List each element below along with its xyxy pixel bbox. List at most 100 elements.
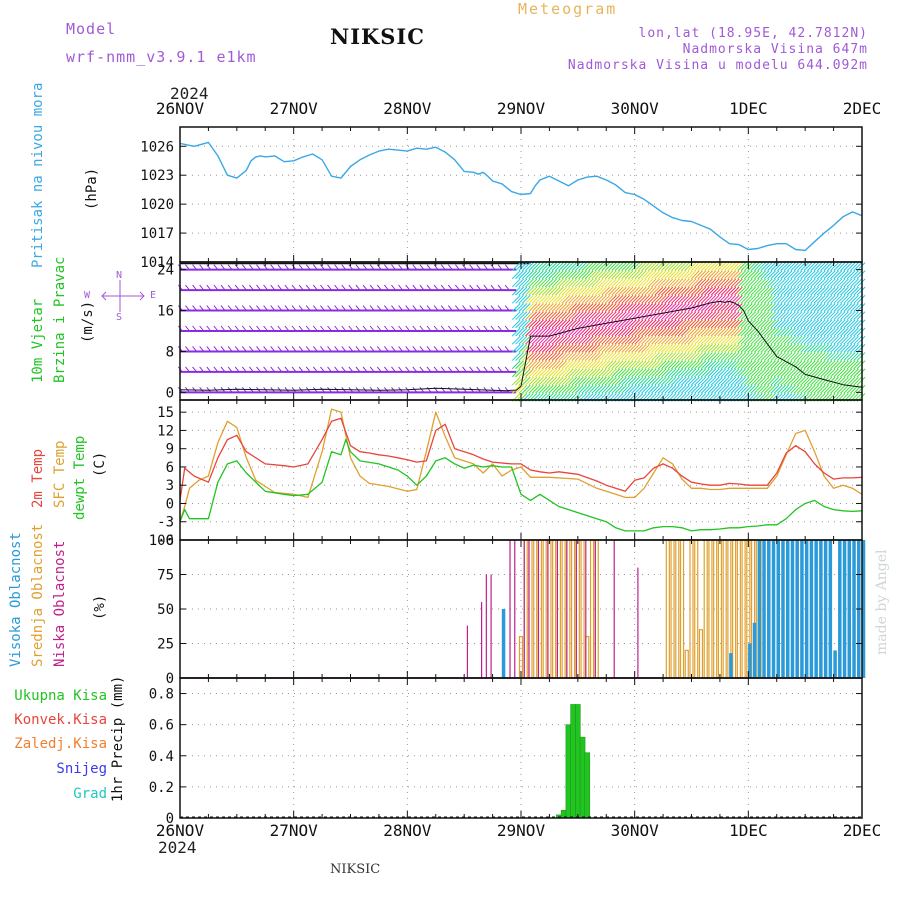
wind-hatch	[521, 294, 531, 304]
wind-hatch	[680, 335, 690, 345]
wind-hatch	[843, 368, 853, 378]
wind-barb	[462, 346, 467, 352]
wind-hatch	[684, 311, 694, 321]
wind-hatch	[538, 384, 548, 394]
wind-hatch	[687, 294, 697, 304]
wind-hatch	[717, 344, 727, 353]
wind-hatch	[601, 344, 611, 353]
wind-hatch	[763, 262, 773, 271]
wind-hatch	[810, 360, 819, 370]
wind-hatch	[677, 368, 687, 378]
wind-barb	[369, 284, 375, 291]
x-tick-label-top: 30NOV	[611, 99, 660, 118]
wind-barb	[455, 325, 460, 332]
wind-barb	[241, 284, 247, 291]
wind-barb	[312, 325, 318, 332]
wind-hatch	[644, 303, 654, 312]
wind-hatch	[637, 270, 647, 280]
wind-hatch	[601, 335, 611, 345]
wind-hatch	[697, 294, 707, 304]
wind-barb	[199, 325, 205, 332]
wind-hatch	[826, 344, 836, 353]
wind-hatch	[680, 270, 690, 280]
cloud-mid-bar	[533, 539, 538, 679]
wind-hatch	[661, 278, 670, 288]
wind-hatch	[757, 384, 766, 394]
wind-hatch	[578, 294, 587, 304]
wind-hatch	[810, 319, 819, 329]
wind-hatch	[694, 319, 703, 329]
wind-hatch	[734, 311, 743, 321]
wind-hatch	[667, 360, 677, 370]
wind-hatch	[528, 303, 538, 312]
wind-hatch	[591, 384, 601, 394]
wind-hatch	[836, 294, 846, 304]
wind-barb	[440, 325, 446, 332]
precip-bar	[565, 724, 572, 819]
wind-hatch	[548, 270, 558, 280]
wind-hatch	[661, 335, 670, 345]
wind-hatch	[528, 319, 538, 329]
wind-hatch	[737, 278, 747, 288]
wind-hatch	[574, 335, 584, 345]
wind-hatch	[621, 352, 631, 361]
wind-barb	[504, 366, 510, 373]
wind-barb	[206, 325, 212, 332]
wind-barb	[305, 264, 311, 270]
wind-hatch	[793, 311, 803, 321]
wind-hatch	[631, 278, 640, 288]
wind-hatch	[627, 278, 637, 288]
wind-hatch	[545, 311, 554, 321]
wind-hatch	[753, 376, 763, 386]
wind-hatch	[760, 384, 770, 394]
wind-hatch	[783, 286, 793, 296]
wind-hatch	[621, 335, 631, 345]
wind-barb	[348, 325, 354, 332]
wind-hatch	[803, 384, 813, 394]
wind-hatch	[588, 344, 597, 353]
wind-hatch	[594, 311, 604, 321]
wind-hatch	[787, 294, 796, 304]
wind-hatch	[661, 368, 670, 378]
wind-hatch	[717, 286, 727, 296]
wind-barb	[362, 284, 368, 291]
precip-bar	[570, 704, 576, 819]
temp2m-line	[179, 417, 863, 501]
wind-hatch	[641, 384, 650, 394]
wind-hatch	[631, 376, 640, 386]
wind-hatch	[826, 311, 836, 321]
wind-hatch	[773, 270, 783, 280]
wind-hatch	[531, 319, 541, 329]
wind-hatch	[707, 344, 717, 353]
wind-hatch	[594, 384, 604, 394]
wind-hatch	[687, 344, 697, 353]
wind-barb	[206, 366, 212, 373]
x-tick-label-top: 28NOV	[383, 99, 432, 118]
wind-barb	[462, 387, 467, 393]
wind-hatch	[780, 319, 790, 329]
wind-hatch	[836, 344, 846, 353]
wind-hatch	[551, 335, 561, 345]
wind-barb	[447, 305, 453, 311]
wind-hatch	[750, 368, 760, 378]
wind-hatch	[710, 368, 720, 378]
wind-hatch	[803, 294, 813, 304]
wind-hatch	[680, 384, 690, 394]
wind-hatch	[667, 352, 677, 361]
wind-hatch	[687, 335, 697, 345]
wind-hatch	[571, 270, 581, 280]
wind-hatch	[548, 303, 558, 312]
wind-hatch	[574, 319, 584, 329]
wind-hatch	[720, 278, 730, 288]
wind-hatch	[800, 384, 810, 394]
wind-hatch	[564, 286, 574, 296]
wind-hatch	[823, 294, 833, 304]
wind-barb	[270, 264, 276, 270]
wind-hatch	[647, 384, 657, 394]
wind-hatch	[720, 311, 730, 321]
wind-barb	[391, 284, 396, 291]
wind-hatch	[601, 262, 611, 271]
wind-hatch	[783, 384, 793, 394]
wind-hatch	[850, 368, 859, 378]
